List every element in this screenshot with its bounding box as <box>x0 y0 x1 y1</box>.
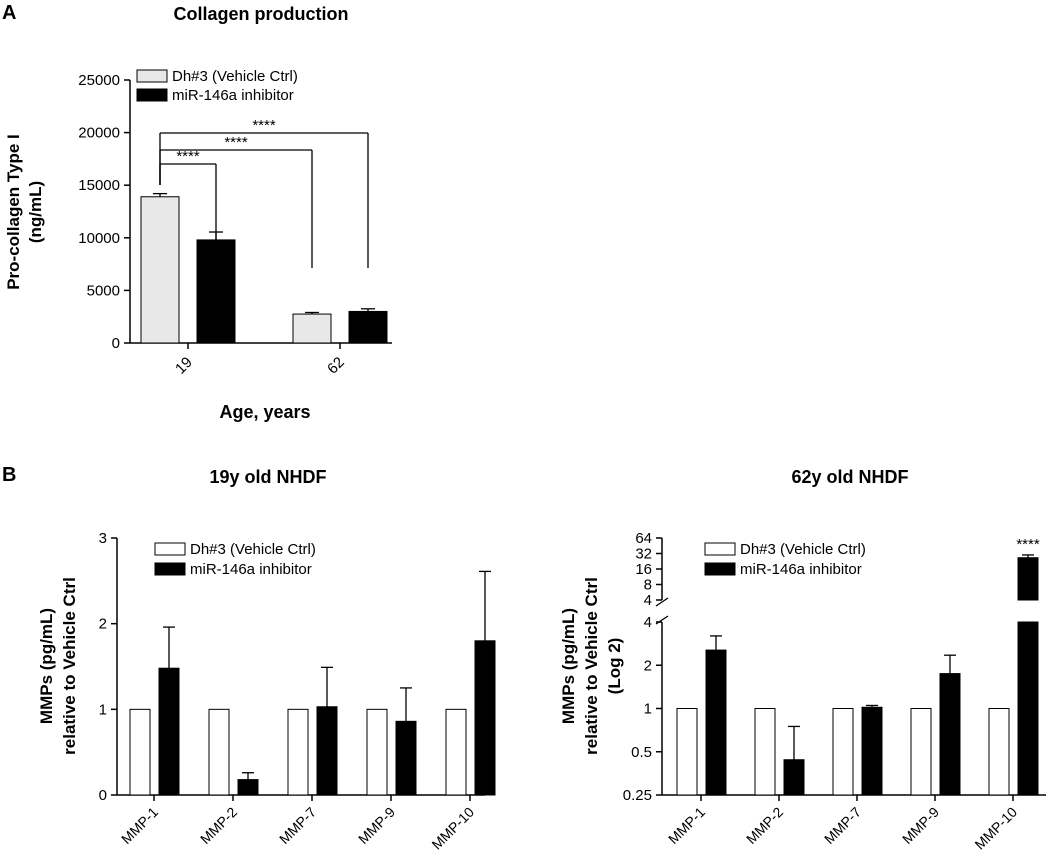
chart-b1-x-tick-label: MMP-7 <box>276 804 319 847</box>
chart-a-y-tick-label: 15000 <box>78 177 120 194</box>
chart-b2-bar-vehicle-MMP-9 <box>910 708 932 796</box>
chart-b2-bar-inhibitor-MMP-10-lower <box>1017 621 1039 796</box>
chart-b1-y-tick-label: 2 <box>99 616 107 633</box>
chart-b2-bar-vehicle-MMP-7 <box>832 708 854 796</box>
chart-b1-bar-inhibitor-MMP-10 <box>474 640 496 796</box>
chart-a-y-tick-label: 0 <box>112 335 120 352</box>
chart-b2-y-label-3: (Log 2) <box>605 638 624 695</box>
chart-b2-bar-inhibitor-MMP-9 <box>939 673 961 796</box>
chart-b2-legend-swatch <box>704 562 736 576</box>
chart-b1-title: 19y old NHDF <box>209 467 326 487</box>
chart-b1-bar-inhibitor-MMP-7 <box>316 706 338 796</box>
chart-b2-x-tick-label: MMP-9 <box>899 804 942 847</box>
chart-b1-x-tick-label: MMP-10 <box>428 804 477 853</box>
chart-a-bar-inhibitor-19 <box>196 239 236 344</box>
chart-b2-x-tick-label: MMP-1 <box>665 804 708 847</box>
chart-a-y-label: Pro-collagen Type I <box>4 134 23 290</box>
chart-b2-bar-inhibitor-MMP-7 <box>861 706 883 796</box>
chart-b2-legend-label: miR-146a inhibitor <box>740 561 862 578</box>
chart-b2-y-tick-label: 2 <box>644 657 652 674</box>
chart-b2-y-tick-label: 0.25 <box>623 787 652 804</box>
chart-b2-legend-label: Dh#3 (Vehicle Ctrl) <box>740 541 866 558</box>
chart-b1-y-tick-label: 0 <box>99 787 107 804</box>
chart-b1-y-label-2: relative to Vehicle Ctrl <box>60 577 79 755</box>
chart-a-legend-label: miR-146a inhibitor <box>172 87 294 104</box>
chart-a-y-tick-label: 25000 <box>78 72 120 89</box>
chart-b2-bar-inhibitor-MMP-10-upper <box>1017 557 1039 601</box>
chart-b1-legend-swatch <box>154 542 186 556</box>
chart-b2-y-tick-label: 4 <box>644 614 652 631</box>
chart-b2-y-tick-label: 32 <box>635 546 652 563</box>
chart-a-significance-label: **** <box>176 148 200 165</box>
chart-b1-x-tick-label: MMP-9 <box>355 804 398 847</box>
panel-label-a: A <box>2 2 17 24</box>
chart-b2-x-tick-label: MMP-2 <box>743 804 786 847</box>
chart-b2-y-tick-label: 16 <box>635 561 652 578</box>
chart-a-y-label-2: (ng/mL) <box>26 181 45 243</box>
chart-b1-bar-inhibitor-MMP-2 <box>237 779 259 796</box>
chart-b2-bar-inhibitor-MMP-2 <box>783 759 805 796</box>
chart-a-bar-vehicle-19 <box>140 196 180 344</box>
chart-b2-y-tick-label: 1 <box>644 701 652 718</box>
chart-b1-bar-inhibitor-MMP-1 <box>158 667 180 796</box>
chart-a-legend-label: Dh#3 (Vehicle Ctrl) <box>172 68 298 85</box>
chart-a-x-tick-label: 19 <box>172 354 196 378</box>
chart-b2-legend-swatch <box>704 542 736 556</box>
chart-b1-bar-vehicle-MMP-1 <box>129 708 151 796</box>
chart-a-bar-vehicle-62 <box>292 313 332 344</box>
chart-a-x-label: Age, years <box>219 402 310 422</box>
chart-b2-significance-label: **** <box>1016 536 1040 553</box>
chart-b2-bar-vehicle-MMP-2 <box>754 708 776 796</box>
panel-label-b: B <box>2 464 17 486</box>
chart-b1-x-tick-label: MMP-1 <box>118 804 161 847</box>
chart-b2-bar-inhibitor-MMP-1 <box>705 649 727 796</box>
chart-b2-y-tick-label: 8 <box>644 577 652 594</box>
chart-b2-y-label-2: relative to Vehicle Ctrl <box>582 577 601 755</box>
chart-a-y-tick-label: 20000 <box>78 125 120 142</box>
chart-b2-title: 62y old NHDF <box>791 467 908 487</box>
chart-b1-bar-vehicle-MMP-7 <box>287 708 309 796</box>
chart-a-y-tick-label: 10000 <box>78 230 120 247</box>
chart-a-bar-inhibitor-62 <box>348 310 388 344</box>
chart-b1-y-tick-label: 3 <box>99 530 107 547</box>
chart-b1-y-label: MMPs (pg/mL) <box>37 608 56 724</box>
chart-b1-x-tick-label: MMP-2 <box>197 804 240 847</box>
chart-a-significance-label: **** <box>224 134 248 151</box>
chart-b1-bar-inhibitor-MMP-9 <box>395 720 417 796</box>
chart-a-legend-swatch <box>136 88 168 102</box>
chart-b1-bar-vehicle-MMP-10 <box>445 708 467 796</box>
chart-b2-bar-vehicle-MMP-1 <box>676 708 698 796</box>
chart-b2-y-tick-label: 0.5 <box>631 744 652 761</box>
chart-a-title: Collagen production <box>174 4 349 24</box>
chart-b2-x-tick-label: MMP-7 <box>821 804 864 847</box>
chart-b2-y-tick-label: 64 <box>635 530 652 547</box>
chart-b1-legend-swatch <box>154 562 186 576</box>
chart-a-x-tick-label: 62 <box>324 354 348 378</box>
chart-a-legend-swatch <box>136 69 168 83</box>
chart-a-y-tick-label: 5000 <box>87 282 120 299</box>
chart-b1-legend-label: miR-146a inhibitor <box>190 561 312 578</box>
chart-a-significance-label: **** <box>252 117 276 134</box>
chart-b2-bar-vehicle-MMP-10 <box>988 708 1010 796</box>
chart-b1-y-tick-label: 1 <box>99 701 107 718</box>
chart-b2-y-tick-label: 4 <box>644 592 652 609</box>
chart-b2-x-tick-label: MMP-10 <box>971 804 1020 853</box>
chart-b1-bar-vehicle-MMP-2 <box>208 708 230 796</box>
chart-b2-axis-break <box>655 597 669 607</box>
chart-b2-y-label: MMPs (pg/mL) <box>559 608 578 724</box>
chart-b1-bar-vehicle-MMP-9 <box>366 708 388 796</box>
chart-b1-legend-label: Dh#3 (Vehicle Ctrl) <box>190 541 316 558</box>
